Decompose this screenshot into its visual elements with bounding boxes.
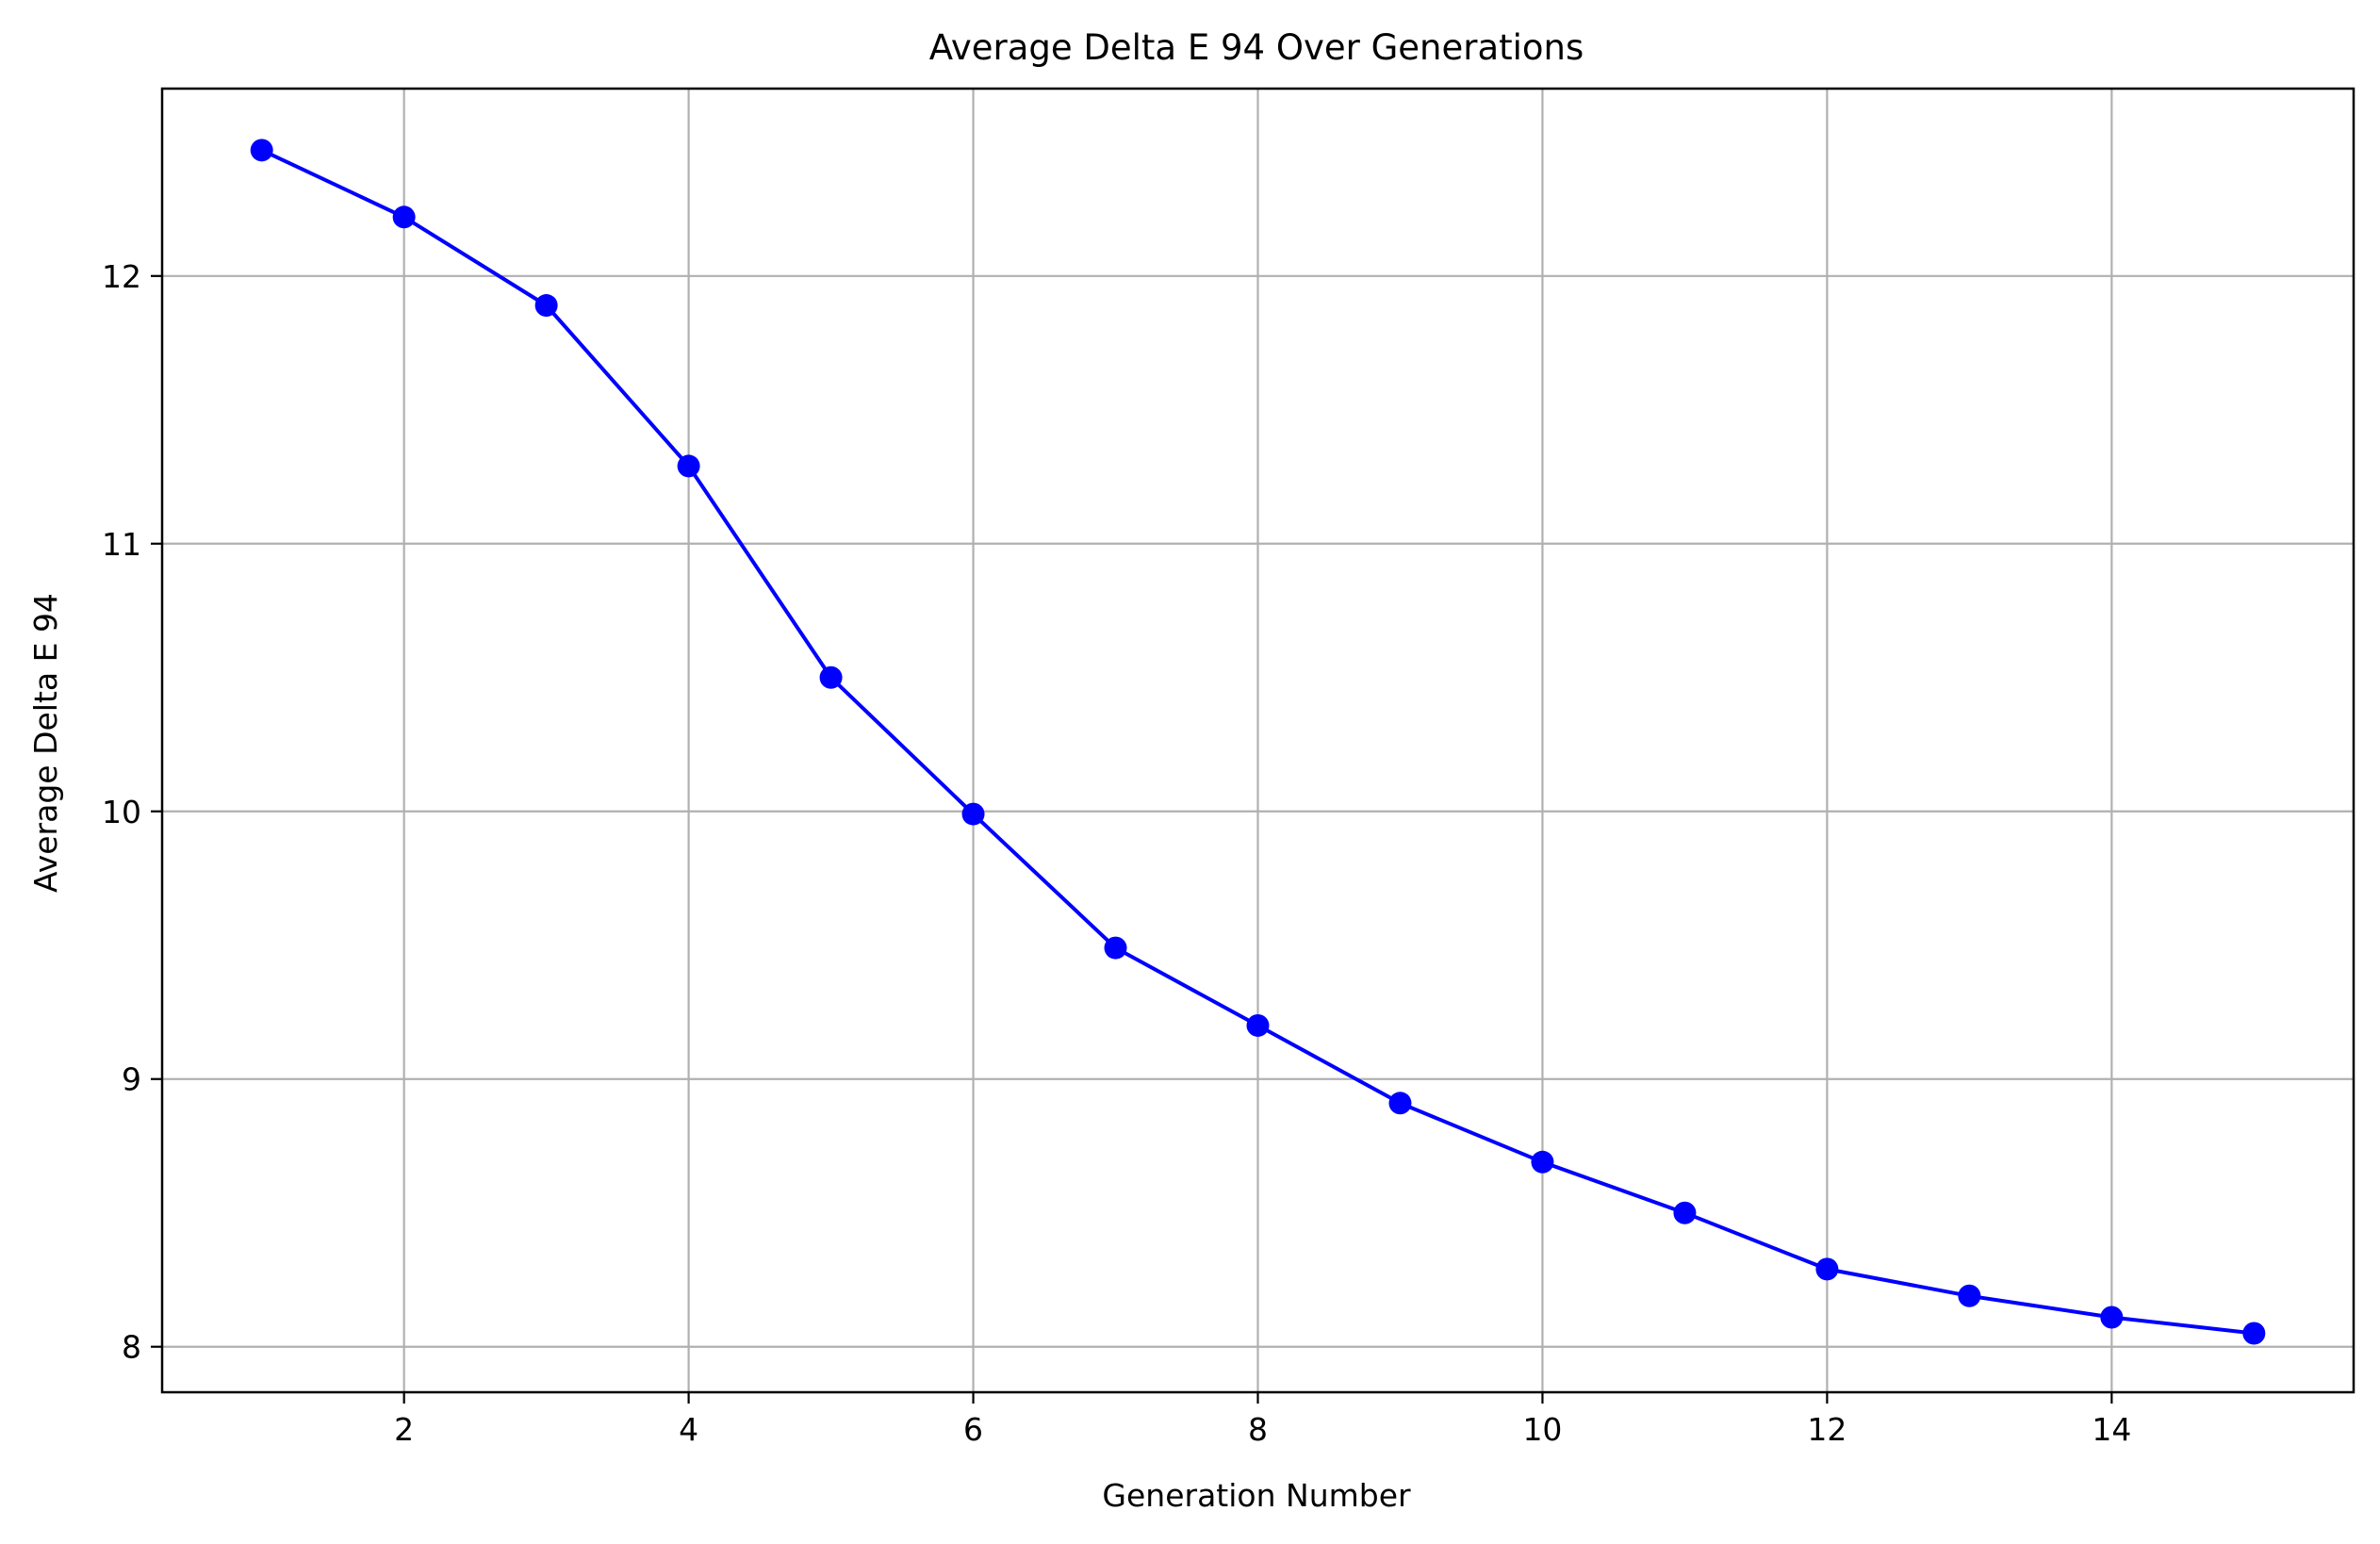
y-axis-label: Average Delta E 94 [27,593,64,893]
data-point [2242,1322,2266,1345]
chart-title: Average Delta E 94 Over Generations [929,27,1584,68]
x-tick-label: 4 [679,1411,698,1448]
y-tick-label: 11 [102,526,141,563]
data-point [534,294,558,318]
data-point [250,139,273,162]
data-point [1815,1257,1839,1281]
x-tick-label: 14 [2092,1411,2131,1448]
y-tick-label: 10 [102,794,141,830]
series-layer [250,139,2266,1345]
y-tick-label: 12 [102,258,141,295]
data-point [1531,1150,1554,1174]
x-tick-label: 8 [1248,1411,1268,1448]
x-tick-label: 6 [963,1411,983,1448]
data-point [677,454,700,478]
y-tick-label: 9 [122,1061,141,1098]
x-tick-label: 12 [1807,1411,1847,1448]
data-point [961,802,985,826]
data-point [1246,1013,1270,1037]
grid-lines [162,89,2354,1392]
x-tick-label: 2 [394,1411,414,1448]
data-point [392,205,416,229]
data-point [1388,1092,1412,1115]
y-tick-label: 8 [122,1329,141,1366]
data-point [2100,1306,2124,1329]
data-point [819,665,843,689]
data-point [1104,936,1127,960]
x-tick-label: 10 [1522,1411,1562,1448]
x-axis-label: Generation Number [1102,1477,1411,1514]
axis-ticks: 2 4 6 8 10 12 14 8 9 10 11 12 [102,258,2131,1448]
data-point [1958,1284,1981,1307]
data-point [1673,1201,1697,1224]
